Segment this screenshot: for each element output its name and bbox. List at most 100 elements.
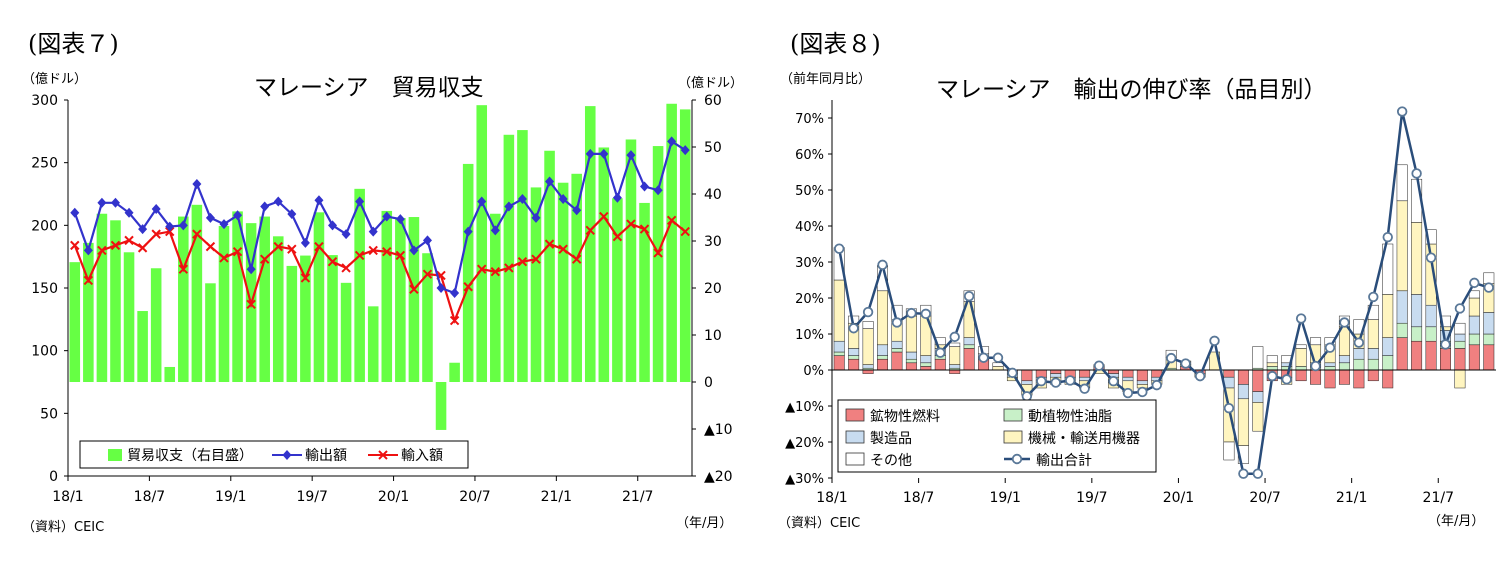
import-point [544, 239, 555, 249]
legend-swatch [1003, 408, 1023, 422]
right-tick-label: 20 [704, 281, 722, 297]
export-total-point [949, 331, 960, 343]
stacked-bar-segment [1324, 362, 1336, 367]
import-point [178, 264, 189, 274]
trade-balance-bar [340, 282, 352, 382]
stacked-bar-segment [862, 369, 874, 374]
x-tick-label: 21/7 [622, 489, 653, 505]
stacked-bar-segment [1353, 348, 1365, 360]
export-point [436, 283, 446, 293]
stacked-bar-segment [992, 366, 1004, 371]
export-point [572, 205, 582, 216]
stacked-bar-segment [848, 358, 860, 371]
trade-balance-bar [435, 382, 447, 430]
stacked-bar-segment [949, 364, 961, 369]
trade-balance-bar [300, 255, 311, 382]
trade-balance-bar [367, 306, 379, 382]
trade-balance-bar [652, 146, 664, 382]
trade-balance-bar [96, 213, 108, 382]
import-point [97, 245, 107, 256]
stacked-bar-segment [1382, 369, 1394, 389]
right-tick-label: ▲10 [704, 422, 733, 438]
import-point [341, 263, 351, 273]
trade-balance-bar [544, 150, 555, 382]
export-point [463, 226, 473, 237]
stacked-bar-segment [1122, 369, 1134, 378]
y-tick-label: 20% [795, 292, 824, 307]
trade-balance-bar [69, 262, 81, 382]
import-point [626, 219, 636, 229]
import-point [287, 244, 297, 254]
import-point [558, 244, 568, 254]
import-line [73, 214, 686, 324]
stacked-bar-segment [1136, 380, 1148, 385]
import-point [259, 254, 270, 264]
export-point [599, 148, 609, 159]
export-point [192, 178, 202, 189]
stacked-bar-segment [862, 321, 874, 329]
figure-7-left-unit: （億ドル） [22, 72, 88, 87]
stacked-bar-segment [833, 355, 845, 371]
legend-label-import: 輸入額 [401, 448, 443, 464]
stacked-bar-segment [833, 279, 845, 342]
x-tick-label: 19/7 [296, 489, 327, 505]
import-point [395, 250, 406, 261]
y-tick-label: 70% [795, 112, 824, 127]
import-point [110, 240, 121, 251]
y-tick-label: 10% [795, 328, 824, 343]
stacked-bar-segment [963, 344, 975, 349]
x-tick-label: 20/7 [1249, 490, 1280, 506]
export-point [680, 145, 690, 156]
export-point [368, 226, 378, 237]
figure-7-chart: 0 50 100 150 200 250 300 ▲20 ▲10 0 10 20 30 40 50 60 18/… [31, 93, 733, 505]
export-total-point [848, 323, 859, 334]
export-point [531, 212, 541, 223]
x-tick-label: 19/1 [989, 490, 1020, 506]
stacked-bar-segment [1295, 366, 1307, 371]
x-tick-label: 18/1 [816, 490, 847, 506]
trade-balance-bar [110, 220, 121, 382]
export-total-point [1108, 375, 1119, 387]
export-total-point [1050, 377, 1061, 388]
trade-balance-bar [272, 236, 284, 382]
export-total-point [1440, 339, 1451, 350]
export-point [124, 207, 134, 218]
stacked-bar-segment [833, 340, 845, 353]
export-total-point [1064, 375, 1076, 386]
export-total-point [935, 347, 946, 358]
export-point [219, 219, 229, 230]
import-point [124, 235, 134, 246]
legend-swatch [1003, 430, 1023, 444]
trade-balance-bar [666, 103, 677, 382]
import-point [219, 253, 229, 263]
stacked-bar-segment [1021, 380, 1033, 385]
x-tick-label: 20/1 [1163, 490, 1194, 506]
stacked-bar-segment [1468, 297, 1480, 317]
stacked-bar-segment [1411, 326, 1423, 342]
trade-balance-bar [218, 225, 230, 382]
stacked-bar-segment [1223, 369, 1235, 378]
stacked-bar-segment [1425, 326, 1437, 342]
import-point [327, 256, 338, 267]
legend-marker-import [378, 450, 388, 460]
stacked-bar-segment [1079, 369, 1091, 378]
import-point [666, 215, 677, 226]
stacked-bar-segment [1367, 319, 1379, 349]
trade-balance-bar [476, 105, 488, 383]
import-point [639, 224, 650, 234]
legend-box [837, 399, 1157, 473]
left-tick-label: 50 [40, 406, 58, 422]
stacked-bar-segment [1411, 340, 1423, 371]
stacked-bar-segment [1468, 333, 1480, 346]
stacked-bar-segment [1367, 358, 1379, 371]
import-point [571, 254, 582, 264]
export-point [314, 195, 324, 206]
stacked-bar-segment [1237, 398, 1249, 446]
export-total-point [978, 352, 989, 363]
legend-label-balance: 貿易収支（右目盛） [127, 448, 253, 464]
stacked-bar-segment [1324, 366, 1336, 371]
export-total-point [1036, 375, 1047, 387]
export-point [110, 197, 120, 208]
export-total-point [1368, 291, 1379, 303]
x-tick-label: 18/7 [903, 490, 934, 506]
